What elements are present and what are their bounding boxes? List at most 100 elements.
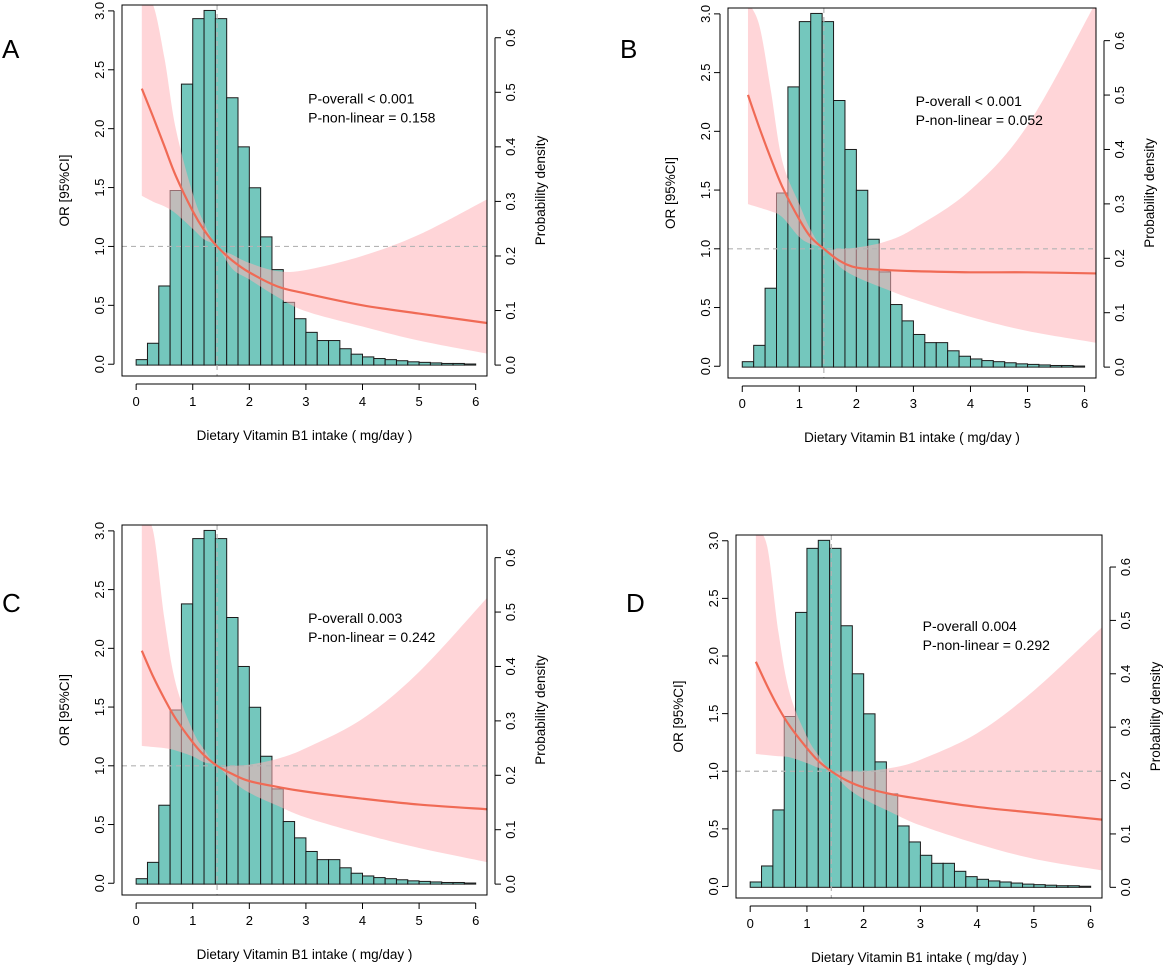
histogram-bar — [418, 361, 431, 366]
p-nonlinear-label: P-non-linear = 0.158 — [308, 109, 435, 125]
histogram-bar — [840, 625, 853, 888]
histogram-bar — [908, 841, 921, 888]
histogram-bar — [833, 100, 846, 368]
histogram-bar — [1038, 364, 1051, 368]
x-axis-title: Dietary Vitamin B1 intake ( mg/day ) — [804, 430, 1020, 445]
histogram-bar — [947, 350, 960, 368]
x-tick-label: 4 — [974, 916, 981, 931]
y-tick-label: 0.0 — [92, 355, 107, 373]
y2-tick-label: 0.0 — [1112, 358, 1127, 376]
histogram-bar — [384, 359, 397, 366]
y2-tick-label: 0.3 — [503, 192, 518, 210]
y2-tick-label: 0.1 — [1118, 825, 1133, 843]
histogram-bar — [260, 236, 273, 366]
histogram-bar — [988, 880, 1001, 888]
x-tick-label: 6 — [1087, 916, 1094, 931]
y-tick-label: 2.0 — [698, 122, 713, 140]
y-tick-label: 3.0 — [706, 532, 721, 550]
p-nonlinear-label: P-non-linear = 0.052 — [916, 112, 1043, 128]
y-tick-label: 0.5 — [706, 820, 721, 838]
histogram-bar — [418, 880, 431, 885]
histogram-bar — [1010, 882, 1024, 888]
histogram-bar — [772, 809, 785, 888]
x-tick-label: 6 — [472, 394, 479, 409]
y2-tick-label: 0.3 — [503, 712, 518, 730]
x-tick-label: 5 — [415, 394, 422, 409]
y-axis-title: OR [95%CI] — [671, 680, 686, 752]
p-nonlinear-label: P-non-linear = 0.242 — [308, 629, 435, 645]
y2-tick-label: 0.6 — [503, 549, 518, 567]
histogram-bar — [305, 850, 318, 885]
y-tick-label: 0.0 — [706, 877, 721, 895]
y-tick-label: 3.0 — [698, 5, 713, 23]
or-curve — [140, 88, 487, 325]
x-tick-label: 5 — [415, 913, 422, 928]
y2-tick-label: 0.6 — [503, 29, 518, 47]
histogram-bar — [901, 320, 914, 368]
x-tick-label: 2 — [860, 916, 867, 931]
histogram-bar — [817, 539, 831, 888]
y2-tick-label: 0.5 — [503, 603, 518, 621]
y2-tick-label: 0.1 — [503, 821, 518, 839]
y2-tick-label: 0.6 — [1118, 558, 1133, 576]
histogram-bar — [953, 870, 967, 888]
histogram-bar — [407, 880, 420, 885]
histogram-bar — [798, 21, 812, 368]
histogram-bar — [890, 304, 903, 368]
histogram-bar — [294, 318, 307, 366]
histogram-bar — [761, 865, 774, 888]
plot-area — [122, 5, 487, 376]
y-tick-label: 3.0 — [92, 522, 107, 540]
histogram-bar — [135, 878, 148, 885]
histogram-bar — [316, 859, 330, 885]
histogram-bar — [935, 342, 949, 368]
y-tick-label: 0.0 — [92, 874, 107, 892]
y2-tick-label: 0.2 — [503, 766, 518, 784]
histogram-bar — [362, 356, 375, 366]
y-tick-label: 1.5 — [706, 705, 721, 723]
x-tick-label: 1 — [803, 916, 810, 931]
panel-letter: D — [626, 588, 645, 618]
y-tick-label: 2.5 — [706, 589, 721, 607]
histogram-bar — [1049, 364, 1063, 368]
ci-band — [141, 5, 487, 354]
histogram-bar — [1027, 363, 1040, 368]
y2-tick-label: 0.6 — [1112, 32, 1127, 50]
histogram-bar — [146, 342, 160, 366]
y-tick-label: 1.0 — [706, 762, 721, 780]
y2-tick-label: 0.5 — [503, 83, 518, 101]
x-tick-label: 6 — [472, 913, 479, 928]
p-overall-label: P-overall 0.003 — [308, 610, 402, 626]
plot-area — [122, 525, 487, 895]
x-tick-label: 2 — [853, 396, 860, 411]
histogram-bar — [1004, 362, 1017, 368]
histogram-bar — [226, 617, 239, 885]
x-tick-label: 3 — [917, 916, 924, 931]
p-overall-label: P-overall < 0.001 — [916, 93, 1022, 109]
x-tick-label: 3 — [302, 913, 309, 928]
plot-area — [736, 535, 1102, 898]
histogram-bar — [373, 358, 386, 366]
histogram-bar — [158, 804, 171, 885]
y2-tick-label: 0.0 — [503, 356, 518, 374]
or-curve — [754, 661, 1102, 821]
histogram-bar — [339, 348, 352, 366]
panel-c: 0.0 0.5 1.0 1.5 2.0 2.5 3.0 0.0 0.1 0.2 0.3 0.4 0.5 0… — [2, 522, 548, 962]
histogram-bar — [328, 859, 341, 885]
histogram-bar — [146, 861, 160, 885]
histogram-bar — [452, 881, 465, 885]
y-axis-title: OR [95%CI] — [663, 157, 678, 229]
x-tick-label: 5 — [1030, 916, 1037, 931]
histogram-bar — [924, 342, 937, 368]
ci-band — [747, 8, 1096, 343]
histogram-bar — [1067, 885, 1080, 888]
x-tick-label: 4 — [359, 913, 366, 928]
histogram-bar — [969, 358, 983, 368]
x-tick-label: 4 — [967, 396, 974, 411]
y-tick-label: 0.5 — [698, 298, 713, 316]
or-curve — [746, 94, 1096, 275]
x-tick-label: 2 — [246, 394, 253, 409]
histogram-bar — [305, 331, 318, 366]
histogram-bar — [976, 878, 990, 888]
y-axis-title: OR [95%CI] — [57, 154, 72, 226]
